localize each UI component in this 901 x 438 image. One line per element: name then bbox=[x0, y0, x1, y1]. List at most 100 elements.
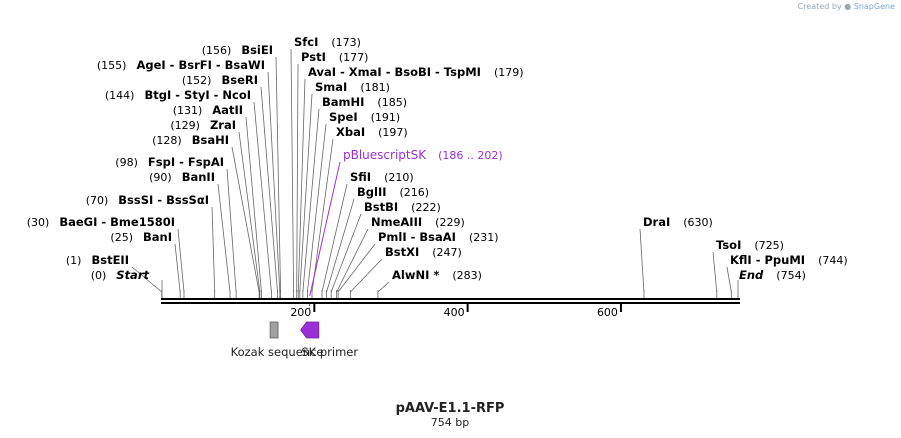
leader-diag-bani bbox=[174, 243, 181, 293]
site-tsoi[interactable]: TsoI (725) bbox=[716, 238, 784, 252]
site-pos-agei-bsrfi-bsawi: (155) bbox=[97, 59, 127, 72]
site-leader-lines bbox=[131, 48, 739, 298]
sk-primer-feature[interactable] bbox=[300, 321, 320, 339]
site-start[interactable]: Start (0) bbox=[91, 268, 150, 282]
site-pos-sfii: (210) bbox=[384, 171, 414, 184]
leader-diag-banii bbox=[217, 183, 231, 293]
site-pos-nmeaiii: (229) bbox=[435, 216, 465, 229]
leader-diag-bsssi-bsss-i bbox=[211, 206, 216, 293]
site-name-bstxi: BstXI bbox=[385, 245, 419, 259]
site-zrai[interactable]: ZraI (129) bbox=[170, 118, 236, 132]
site-name-kfli-ppumi: KflI - PpuMI bbox=[730, 253, 805, 267]
site-labels: SfcI (173) PstI (177)AvaI - XmaI - BsoBI - … bbox=[27, 35, 848, 282]
leader-diag-bstxi bbox=[350, 258, 383, 293]
primer-bind-name: pBluescriptSK bbox=[343, 148, 427, 162]
site-name-smai: SmaI bbox=[315, 80, 347, 94]
site-pos-start: (0) bbox=[91, 269, 107, 282]
site-pos-kfli-ppumi: (744) bbox=[818, 254, 848, 267]
leader-diag-sfci bbox=[290, 48, 295, 293]
site-pos-xbai: (197) bbox=[378, 126, 408, 139]
leader-diag-spei bbox=[307, 123, 327, 293]
site-banii[interactable]: BanII (90) bbox=[149, 170, 215, 184]
leader-diag-xbai bbox=[311, 138, 334, 293]
leader-diag-bglii bbox=[326, 198, 355, 293]
kozak-sequence-feature[interactable] bbox=[269, 321, 279, 339]
site-name-bamhi: BamHI bbox=[322, 95, 364, 109]
site-pos-smai: (181) bbox=[360, 81, 390, 94]
site-name-spei: SpeI bbox=[329, 110, 358, 124]
site-name-pmli-bsaai: PmlI - BsaAI bbox=[378, 230, 456, 244]
site-name-sfci: SfcI bbox=[294, 35, 318, 49]
leader-diag-sfii bbox=[321, 183, 348, 293]
site-pos-pmli-bsaai: (231) bbox=[469, 231, 499, 244]
site-pos-drai: (630) bbox=[683, 216, 713, 229]
leader-diag-bsteii bbox=[131, 266, 163, 293]
map-length: 754 bp bbox=[431, 416, 469, 429]
site-bglii[interactable]: BglII (216) bbox=[357, 185, 429, 199]
site-kfli-ppumi[interactable]: KflI - PpuMI (744) bbox=[730, 253, 848, 267]
site-pos-bstbi: (222) bbox=[411, 201, 441, 214]
site-agei-bsrfi-bsawi[interactable]: AgeI - BsrFI - BsaWI (155) bbox=[97, 58, 265, 72]
tick-label-400: 400 bbox=[444, 306, 465, 319]
site-aatii[interactable]: AatII (131) bbox=[173, 103, 243, 117]
site-pos-alwni: (283) bbox=[452, 269, 482, 282]
site-pos-tsoi: (725) bbox=[754, 239, 784, 252]
site-bsiei[interactable]: BsiEI (156) bbox=[202, 43, 273, 57]
site-pos-psti: (177) bbox=[339, 51, 369, 64]
site-pos-zrai: (129) bbox=[170, 119, 200, 132]
site-drai[interactable]: DraI (630) bbox=[643, 215, 713, 229]
site-bseri[interactable]: BseRI (152) bbox=[182, 73, 258, 87]
site-name-bglii: BglII bbox=[357, 185, 387, 199]
site-psti[interactable]: PstI (177) bbox=[301, 50, 368, 64]
leader-diag-baegi-bme1580i bbox=[177, 228, 185, 293]
site-bstxi[interactable]: BstXI (247) bbox=[385, 245, 462, 259]
leader-diag-bamhi bbox=[302, 108, 320, 293]
site-pos-btgi-styi-ncoi: (144) bbox=[105, 89, 135, 102]
site-xbai[interactable]: XbaI (197) bbox=[336, 125, 408, 139]
site-pos-bani: (25) bbox=[110, 231, 133, 244]
site-pos-baegi-bme1580i: (30) bbox=[27, 216, 50, 229]
site-end[interactable]: End (754) bbox=[739, 268, 806, 282]
site-name-bstbi: BstBI bbox=[364, 200, 398, 214]
leader-diag-nmeaiii bbox=[336, 228, 369, 293]
site-alwni[interactable]: AlwNI * (283) bbox=[392, 268, 482, 282]
snapgene-logo-icon: ● bbox=[844, 2, 852, 11]
leader-diag-agei-bsrfi-bsawi bbox=[267, 71, 281, 293]
leader-diag-alwni bbox=[377, 281, 390, 293]
site-pos-spei: (191) bbox=[371, 111, 401, 124]
tick-label-200: 200 bbox=[290, 306, 311, 319]
site-spei[interactable]: SpeI (191) bbox=[329, 110, 400, 124]
site-pos-avai-xmai-bsobi-tspmi: (179) bbox=[494, 66, 524, 79]
leader-diag-aatii bbox=[245, 116, 262, 293]
site-sfii[interactable]: SfiI (210) bbox=[350, 170, 414, 184]
site-bsteii[interactable]: BstEII (1) bbox=[66, 253, 129, 267]
site-pmli-bsaai[interactable]: PmlI - BsaAI (231) bbox=[378, 230, 499, 244]
leader-diag-pmli-bsaai bbox=[337, 243, 376, 293]
site-btgi-styi-ncoi[interactable]: BtgI - StyI - NcoI (144) bbox=[105, 88, 251, 102]
site-pos-bsteii: (1) bbox=[66, 254, 82, 267]
site-bsahi[interactable]: BsaHI (128) bbox=[152, 133, 229, 147]
primer-bind-range: (186 .. 202) bbox=[438, 149, 503, 162]
site-name-aatii: AatII bbox=[212, 103, 243, 117]
site-pos-bsahi: (128) bbox=[152, 134, 182, 147]
site-avai-xmai-bsobi-tspmi[interactable]: AvaI - XmaI - BsoBI - TspMI (179) bbox=[308, 65, 524, 79]
leader-diag-psti bbox=[296, 63, 299, 293]
site-name-start: Start bbox=[116, 268, 149, 282]
backbone-bottom-strand bbox=[161, 302, 740, 304]
site-nmeaiii[interactable]: NmeAIII (229) bbox=[371, 215, 465, 229]
site-fspi-fspai[interactable]: FspI - FspAI (98) bbox=[115, 155, 224, 169]
site-bsssi-bsss-i[interactable]: BssSI - BssSαI (70) bbox=[86, 193, 209, 207]
site-bstbi[interactable]: BstBI (222) bbox=[364, 200, 441, 214]
site-baegi-bme1580i[interactable]: BaeGI - Bme1580I (30) bbox=[27, 215, 175, 229]
site-sfci[interactable]: SfcI (173) bbox=[294, 35, 361, 49]
site-smai[interactable]: SmaI (181) bbox=[315, 80, 390, 94]
primer-bind-label[interactable]: pBluescriptSK (186 .. 202) bbox=[343, 148, 503, 162]
leader-diag-avai-xmai-bsobi-tspmi bbox=[297, 78, 306, 293]
leader-diag-bstbi bbox=[330, 213, 362, 293]
site-bamhi[interactable]: BamHI (185) bbox=[322, 95, 407, 109]
site-bani[interactable]: BanI (25) bbox=[110, 230, 172, 244]
site-pos-sfci: (173) bbox=[331, 36, 361, 49]
tick-label-600: 600 bbox=[597, 306, 618, 319]
site-pos-bglii: (216) bbox=[400, 186, 430, 199]
